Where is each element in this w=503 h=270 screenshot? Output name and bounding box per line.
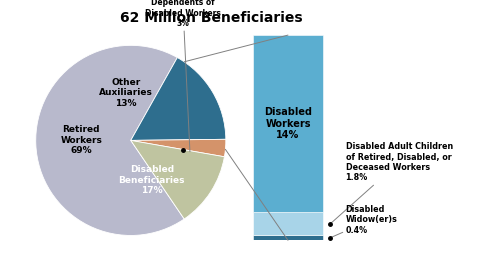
- Text: Non-Disabled
Dependents of
Disabled Workers
3%: Non-Disabled Dependents of Disabled Work…: [145, 0, 221, 152]
- Wedge shape: [131, 58, 226, 140]
- Bar: [253, 212, 323, 235]
- Text: Other
Auxiliaries
13%: Other Auxiliaries 13%: [99, 78, 153, 108]
- Bar: [253, 35, 323, 212]
- Wedge shape: [36, 45, 184, 235]
- Text: Retired
Workers
69%: Retired Workers 69%: [60, 126, 102, 155]
- Bar: [253, 235, 323, 240]
- Text: Disabled
Beneficiaries
17%: Disabled Beneficiaries 17%: [118, 166, 185, 195]
- Wedge shape: [131, 140, 224, 219]
- Text: Disabled
Widow(er)s
0.4%: Disabled Widow(er)s 0.4%: [330, 205, 397, 238]
- Wedge shape: [131, 139, 226, 157]
- Text: 62 Million Beneficiaries: 62 Million Beneficiaries: [120, 11, 303, 25]
- Text: Disabled
Workers
14%: Disabled Workers 14%: [264, 107, 312, 140]
- Text: Disabled Adult Children
of Retired, Disabled, or
Deceased Workers
1.8%: Disabled Adult Children of Retired, Disa…: [330, 142, 453, 224]
